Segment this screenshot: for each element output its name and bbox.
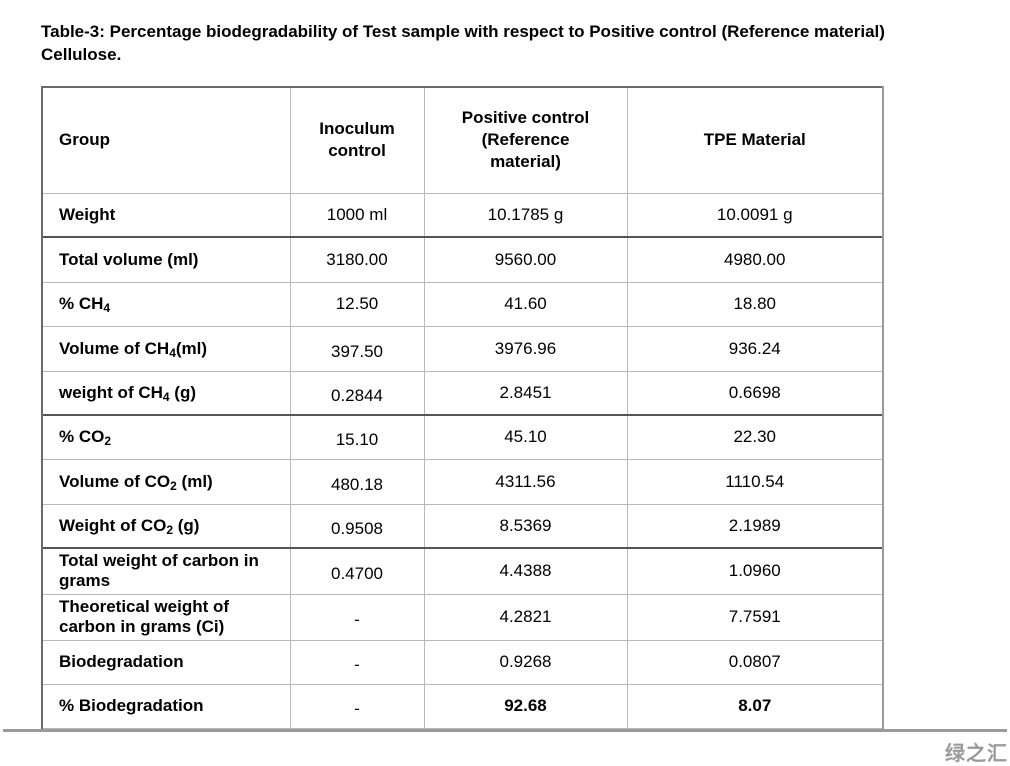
table-row: % CO2 15.10 45.10 22.30 xyxy=(41,414,884,460)
biodegradability-table: Group Inoculum control Positive control … xyxy=(41,86,884,729)
table-cell: 1000 ml xyxy=(289,192,425,238)
table-cell: 4980.00 xyxy=(626,236,884,283)
table-cell: 41.60 xyxy=(423,281,628,327)
header-positive-control: Positive control (Reference material) xyxy=(423,86,628,194)
subscript: 4 xyxy=(103,301,111,315)
header-group: Group xyxy=(41,86,291,194)
table-cell: 2.1989 xyxy=(626,503,884,549)
table-cell: 18.80 xyxy=(626,281,884,327)
table-row: Volume of CH4(ml) 397.50 3976.96 936.24 xyxy=(41,325,884,372)
table-cell: 936.24 xyxy=(626,325,884,372)
table-cell: 8.07 xyxy=(626,683,884,729)
row-label: Weight xyxy=(41,192,291,238)
row-label: % CH4 xyxy=(41,281,291,327)
header-tpe-material: TPE Material xyxy=(626,86,884,194)
table-cell: 4.4388 xyxy=(423,547,628,595)
table-cell: 92.68 xyxy=(423,683,628,729)
row-label: % CO2 xyxy=(41,414,291,460)
table-cell: 7.7591 xyxy=(626,593,884,641)
table-cell: 4311.56 xyxy=(423,458,628,505)
header-inoculum-control: Inoculum control xyxy=(289,86,425,194)
subscript: 2 xyxy=(104,434,112,449)
table-row: weight of CH4 (g) 0.2844 2.8451 0.6698 xyxy=(41,370,884,416)
table-cell: 0.6698 xyxy=(626,370,884,416)
table-cell: 45.10 xyxy=(423,414,628,460)
table-cell: - xyxy=(289,593,425,641)
row-label: Total weight of carbon in grams xyxy=(41,547,291,595)
table-row: Total weight of carbon in grams 0.4700 4.4… xyxy=(41,547,884,595)
table-cell: 12.50 xyxy=(289,281,425,327)
table-cell: 10.1785 g xyxy=(423,192,628,238)
table-cell: 22.30 xyxy=(626,414,884,460)
table-cell: 9560.00 xyxy=(423,236,628,283)
table-row: Volume of CO2 (ml) 480.18 4311.56 1110.54 xyxy=(41,458,884,505)
subscript: 4 xyxy=(169,345,176,360)
caption-line-2: Cellulose. xyxy=(41,45,122,64)
table-cell: 4.2821 xyxy=(423,593,628,641)
table-cell: 8.5369 xyxy=(423,503,628,549)
page-divider xyxy=(3,729,1007,732)
table-row: Weight of CO2 (g) 0.9508 8.5369 2.1989 xyxy=(41,503,884,549)
row-label: Theoretical weight of carbon in grams (C… xyxy=(41,593,291,641)
table-cell: - xyxy=(289,639,425,685)
row-label: Weight of CO2 (g) xyxy=(41,503,291,549)
table-cell: 0.2844 xyxy=(289,370,425,416)
table-cell: 0.0807 xyxy=(626,639,884,685)
table-cell: 1110.54 xyxy=(626,458,884,505)
table-row: % Biodegradation -92.68 8.07 xyxy=(41,683,884,729)
table-caption: Table-3: Percentage biodegradability of … xyxy=(41,20,1001,66)
table-row: Total volume (ml) 3180.00 9560.00 4980.00 xyxy=(41,236,884,283)
table-cell: 0.4700 xyxy=(289,547,425,595)
table-row: % CH4 12.50 41.60 18.80 xyxy=(41,281,884,327)
table-cell: 1.0960 xyxy=(626,547,884,595)
table-cell: 0.9268 xyxy=(423,639,628,685)
table-cell: 0.9508 xyxy=(289,503,425,549)
table-cell: 3180.00 xyxy=(289,236,425,283)
header-row: Group Inoculum control Positive control … xyxy=(41,86,884,194)
row-label: Volume of CO2 (ml) xyxy=(41,458,291,505)
table-row: Weight 1000 ml 10.1785 g 10.0091 g xyxy=(41,192,884,238)
table-cell: 10.0091 g xyxy=(626,192,884,238)
subscript: 4 xyxy=(162,389,170,404)
table-cell: 15.10 xyxy=(289,414,425,460)
table-cell: 3976.96 xyxy=(423,325,628,372)
row-label: weight of CH4 (g) xyxy=(41,370,291,416)
table-cell: - xyxy=(289,683,425,729)
table-cell: 397.50 xyxy=(289,325,425,372)
table-cell: 480.18 xyxy=(289,458,425,505)
subscript: 2 xyxy=(170,478,177,493)
row-label: % Biodegradation xyxy=(41,683,291,729)
caption-line-1: Table-3: Percentage biodegradability of … xyxy=(41,22,885,41)
table-row: Biodegradation -0.9268 0.0807 xyxy=(41,639,884,685)
table-cell: 2.8451 xyxy=(423,370,628,416)
table-row: Theoretical weight of carbon in grams (C… xyxy=(41,593,884,641)
row-label: Biodegradation xyxy=(41,639,291,685)
row-label: Volume of CH4(ml) xyxy=(41,325,291,372)
row-label: Total volume (ml) xyxy=(41,236,291,283)
subscript: 2 xyxy=(166,522,174,537)
watermark-logo: 绿之汇 xyxy=(945,743,1008,765)
